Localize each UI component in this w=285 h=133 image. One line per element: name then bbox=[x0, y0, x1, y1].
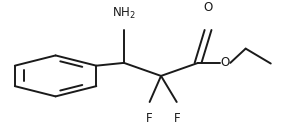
Text: O: O bbox=[221, 56, 230, 69]
Text: F: F bbox=[146, 112, 153, 125]
Text: F: F bbox=[173, 112, 180, 125]
Text: O: O bbox=[203, 1, 213, 14]
Text: NH$_2$: NH$_2$ bbox=[112, 6, 136, 21]
